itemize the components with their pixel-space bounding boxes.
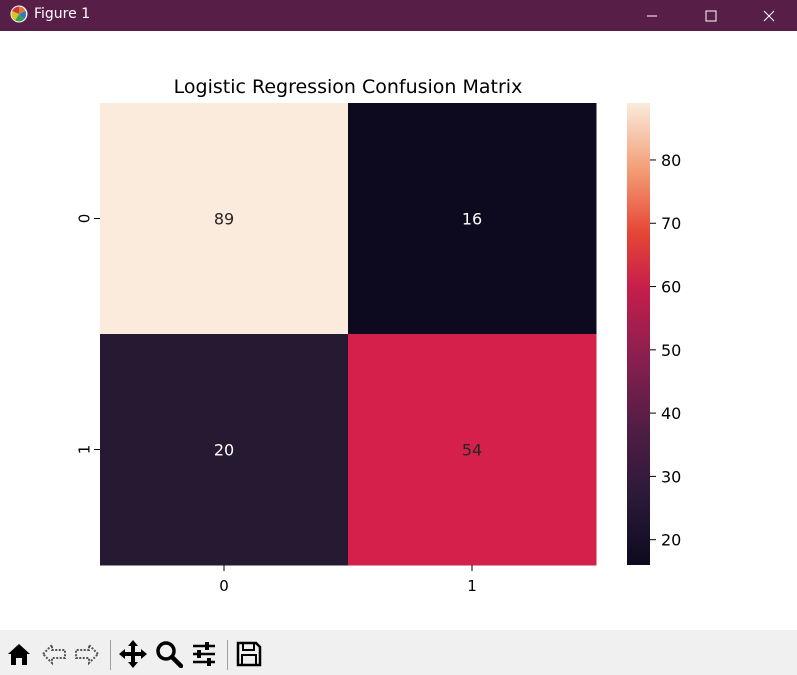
save-icon [236,641,262,667]
minimize-button[interactable] [629,0,675,31]
colorbar-tick-label: 40 [661,404,681,423]
colorbar-tick-label: 50 [661,341,681,360]
configure-subplots-icon [193,642,215,666]
configure-subplots-button[interactable] [188,638,220,670]
x-tick-label: 1 [467,577,477,595]
forward-icon [75,642,100,666]
heatmap-cell [348,103,597,335]
confusion-matrix-chart: Logistic Regression Confusion Matrix 89 1… [76,76,682,595]
toolbar-separator [227,640,228,670]
colorbar-tick-label: 60 [661,278,681,297]
y-tick-label: 1 [76,445,94,455]
toolbar-separator [110,640,111,670]
heatmap-cell [100,103,349,335]
minimize-icon [647,15,657,16]
back-icon [41,642,66,666]
home-button[interactable] [3,638,35,670]
chart-title: Logistic Regression Confusion Matrix [174,76,523,98]
heatmap-cell [100,334,349,566]
cell-value-label: 16 [462,210,482,229]
navigation-toolbar [0,630,797,675]
matplotlib-logo-icon [10,5,28,23]
window-title: Figure 1 [34,6,91,22]
colorbar-tick-label: 20 [661,531,681,550]
y-tick-label: 0 [76,214,94,224]
x-tick-label: 0 [219,577,229,595]
save-button[interactable] [233,638,265,670]
figure-canvas[interactable]: Logistic Regression Confusion Matrix 89 1… [0,31,797,630]
close-icon [763,10,775,21]
cell-value-label: 20 [214,441,234,460]
pan-icon [119,640,147,668]
pan-button[interactable] [117,638,149,670]
window-titlebar: Figure 1 [0,0,797,31]
zoom-button[interactable] [153,638,185,670]
close-button[interactable] [746,0,792,31]
colorbar-tick-label: 80 [661,151,681,170]
back-button[interactable] [38,638,70,670]
colorbar-tick-label: 30 [661,467,681,486]
maximize-button[interactable] [688,0,734,31]
colorbar-tick-label: 70 [661,214,681,233]
cell-value-label: 89 [214,210,234,229]
maximize-icon [705,10,717,21]
cell-value-label: 54 [462,441,482,460]
zoom-icon [156,641,183,668]
colorbar [627,103,650,565]
home-icon [8,644,30,665]
heatmap-cell [348,334,597,566]
forward-button[interactable] [71,638,103,670]
